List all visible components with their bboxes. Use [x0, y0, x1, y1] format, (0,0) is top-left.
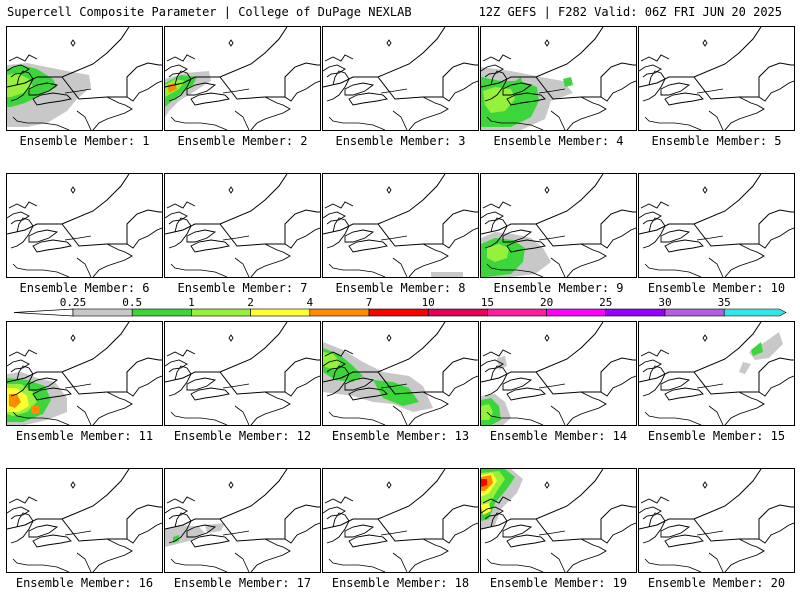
ensemble-member-label: Ensemble Member: 10 — [647, 281, 786, 295]
ensemble-map-20 — [638, 468, 795, 573]
northeast-us-basemap — [323, 27, 478, 130]
ensemble-map-18 — [322, 468, 479, 573]
ensemble-map-17 — [164, 468, 321, 573]
northeast-us-basemap — [639, 469, 794, 572]
legend-tick-label: 30 — [658, 296, 672, 309]
legend-swatch — [664, 308, 725, 317]
ensemble-map-11 — [6, 321, 163, 426]
legend-swatch — [191, 308, 251, 317]
ensemble-map-9 — [480, 173, 637, 278]
color-scale-legend — [0, 296, 800, 320]
ensemble-map-19 — [480, 468, 637, 573]
map-title: Supercell Composite Parameter | College … — [7, 5, 412, 19]
ensemble-member-label: Ensemble Member: 14 — [489, 429, 628, 443]
legend-tick-label: 7 — [365, 296, 373, 309]
northeast-us-basemap — [481, 27, 636, 130]
legend-swatch — [368, 308, 429, 317]
northeast-us-basemap — [7, 469, 162, 572]
northeast-us-basemap — [639, 322, 794, 425]
ensemble-map-8 — [322, 173, 479, 278]
ensemble-map-1 — [6, 26, 163, 131]
northeast-us-basemap — [323, 469, 478, 572]
northeast-us-basemap — [639, 27, 794, 130]
northeast-us-basemap — [165, 27, 320, 130]
legend-tick-label: 35 — [717, 296, 731, 309]
ensemble-member-label: Ensemble Member: 5 — [651, 134, 782, 148]
legend-swatch — [546, 308, 607, 317]
legend-tick-label: 0.25 — [59, 296, 87, 309]
legend-tick-label: 0.5 — [122, 296, 143, 309]
ensemble-map-6 — [6, 173, 163, 278]
northeast-us-basemap — [7, 27, 162, 130]
ensemble-map-3 — [322, 26, 479, 131]
northeast-us-basemap — [323, 322, 478, 425]
northeast-us-basemap — [481, 322, 636, 425]
ensemble-member-label: Ensemble Member: 4 — [493, 134, 624, 148]
legend-swatch — [309, 308, 370, 317]
northeast-us-basemap — [165, 174, 320, 277]
ensemble-member-label: Ensemble Member: 2 — [177, 134, 308, 148]
legend-swatch — [605, 308, 666, 317]
ensemble-map-13 — [322, 321, 479, 426]
ensemble-map-2 — [164, 26, 321, 131]
ensemble-member-label: Ensemble Member: 9 — [493, 281, 624, 295]
northeast-us-basemap — [481, 469, 636, 572]
ensemble-map-15 — [638, 321, 795, 426]
northeast-us-basemap — [165, 469, 320, 572]
ensemble-map-12 — [164, 321, 321, 426]
legend-tick-label: 15 — [480, 296, 495, 309]
northeast-us-basemap — [7, 174, 162, 277]
ensemble-member-label: Ensemble Member: 11 — [15, 429, 154, 443]
ensemble-map-4 — [480, 26, 637, 131]
northeast-us-basemap — [7, 322, 162, 425]
ensemble-member-label: Ensemble Member: 19 — [489, 576, 628, 590]
ensemble-member-label: Ensemble Member: 17 — [173, 576, 312, 590]
ensemble-member-label: Ensemble Member: 8 — [335, 281, 466, 295]
ensemble-map-16 — [6, 468, 163, 573]
ensemble-map-5 — [638, 26, 795, 131]
ensemble-member-label: Ensemble Member: 16 — [15, 576, 154, 590]
legend-tick-label: 4 — [306, 296, 314, 309]
northeast-us-basemap — [323, 174, 478, 277]
model-run-info: 12Z GEFS | F282 Valid: 06Z FRI JUN 20 20… — [478, 5, 782, 19]
legend-swatch — [487, 308, 547, 317]
legend-tick-label: 20 — [539, 296, 554, 309]
ensemble-map-10 — [638, 173, 795, 278]
ensemble-member-label: Ensemble Member: 18 — [331, 576, 470, 590]
legend-swatch — [250, 308, 311, 317]
northeast-us-basemap — [165, 322, 320, 425]
northeast-us-basemap — [639, 174, 794, 277]
ensemble-member-label: Ensemble Member: 1 — [19, 134, 150, 148]
legend-swatch — [723, 308, 787, 317]
color-scale-bar — [13, 308, 787, 317]
legend-swatch — [427, 308, 488, 317]
ensemble-map-14 — [480, 321, 637, 426]
ensemble-member-label: Ensemble Member: 13 — [331, 429, 470, 443]
ensemble-member-label: Ensemble Member: 12 — [173, 429, 312, 443]
ensemble-member-label: Ensemble Member: 15 — [647, 429, 786, 443]
northeast-us-basemap — [481, 174, 636, 277]
ensemble-member-label: Ensemble Member: 3 — [335, 134, 466, 148]
ensemble-member-label: Ensemble Member: 7 — [177, 281, 308, 295]
legend-tick-label: 25 — [599, 296, 613, 309]
legend-tick-label: 10 — [421, 296, 435, 309]
legend-swatch — [131, 308, 192, 317]
ensemble-map-7 — [164, 173, 321, 278]
legend-swatch — [72, 308, 133, 317]
ensemble-member-label: Ensemble Member: 20 — [647, 576, 786, 590]
legend-tick-label: 2 — [247, 296, 254, 309]
legend-tick-label: 1 — [188, 296, 195, 309]
ensemble-member-label: Ensemble Member: 6 — [19, 281, 150, 295]
legend-min-arrow — [13, 308, 74, 317]
